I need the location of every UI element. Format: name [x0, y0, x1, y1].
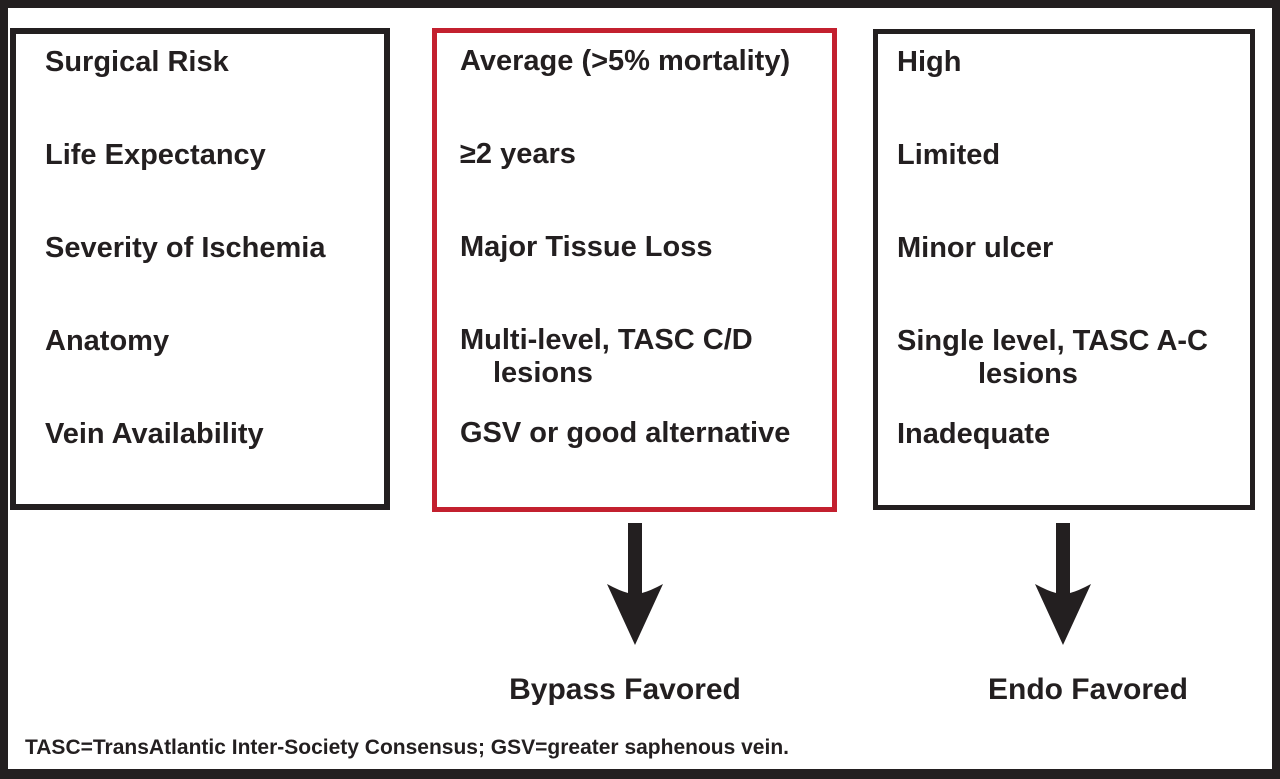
endo-criteria-item: Single level, TASC A-C lesions — [897, 325, 1250, 418]
figure-footnote: TASC=TransAtlantic Inter-Society Consens… — [25, 736, 789, 759]
criteria-item-text: Surgical Risk — [45, 46, 229, 78]
bypass-criteria-text-line2: lesions — [493, 357, 593, 389]
endo-criteria-text: Inadequate — [897, 418, 1051, 450]
bypass-criteria-item: Major Tissue Loss — [460, 231, 832, 324]
bypass-criteria-item: Multi-level, TASC C/D lesions — [460, 324, 832, 417]
endo-criteria-item: High — [897, 46, 1250, 139]
criteria-item: Anatomy — [45, 325, 384, 418]
bypass-criteria-item: GSV or good alternative — [460, 417, 832, 510]
arrow-down-icon — [607, 523, 663, 645]
bypass-favored-label: Bypass Favored — [509, 673, 741, 706]
endo-criteria-item: Limited — [897, 139, 1250, 232]
bypass-criteria-text: Major Tissue Loss — [460, 231, 713, 263]
criteria-item: Surgical Risk — [45, 46, 384, 139]
endo-criteria-text: Minor ulcer — [897, 232, 1054, 264]
criteria-box: Surgical Risk Life Expectancy Severity o… — [10, 28, 390, 510]
endo-criteria-text: Single level, TASC A-C — [897, 325, 1208, 357]
endo-criteria-text: High — [897, 46, 962, 78]
endo-criteria-item: Inadequate — [897, 418, 1250, 511]
bypass-criteria-text: GSV or good alternative — [460, 417, 791, 449]
criteria-item-text: Severity of Ischemia — [45, 232, 326, 264]
bypass-criteria-item: ≥2 years — [460, 138, 832, 231]
bypass-criteria-text: Multi-level, TASC C/D — [460, 324, 753, 356]
bypass-criteria-text: Average (>5% mortality) — [460, 45, 791, 77]
endo-criteria-text-line2: lesions — [978, 358, 1078, 390]
bypass-criteria-text: ≥2 years — [460, 138, 576, 170]
criteria-item: Severity of Ischemia — [45, 232, 384, 325]
arrow-down-icon — [1035, 523, 1091, 645]
endo-criteria-box: High Limited Minor ulcer Single level, T… — [873, 29, 1255, 510]
criteria-item-text: Vein Availability — [45, 418, 264, 450]
criteria-item: Life Expectancy — [45, 139, 384, 232]
bypass-criteria-box: Average (>5% mortality) ≥2 years Major T… — [432, 28, 837, 512]
endo-criteria-text: Limited — [897, 139, 1001, 171]
endo-criteria-item: Minor ulcer — [897, 232, 1250, 325]
criteria-item: Vein Availability — [45, 418, 384, 511]
criteria-item-text: Life Expectancy — [45, 139, 266, 171]
endo-favored-label: Endo Favored — [987, 673, 1189, 706]
bypass-criteria-item: Average (>5% mortality) — [460, 45, 832, 138]
criteria-item-text: Anatomy — [45, 325, 170, 357]
